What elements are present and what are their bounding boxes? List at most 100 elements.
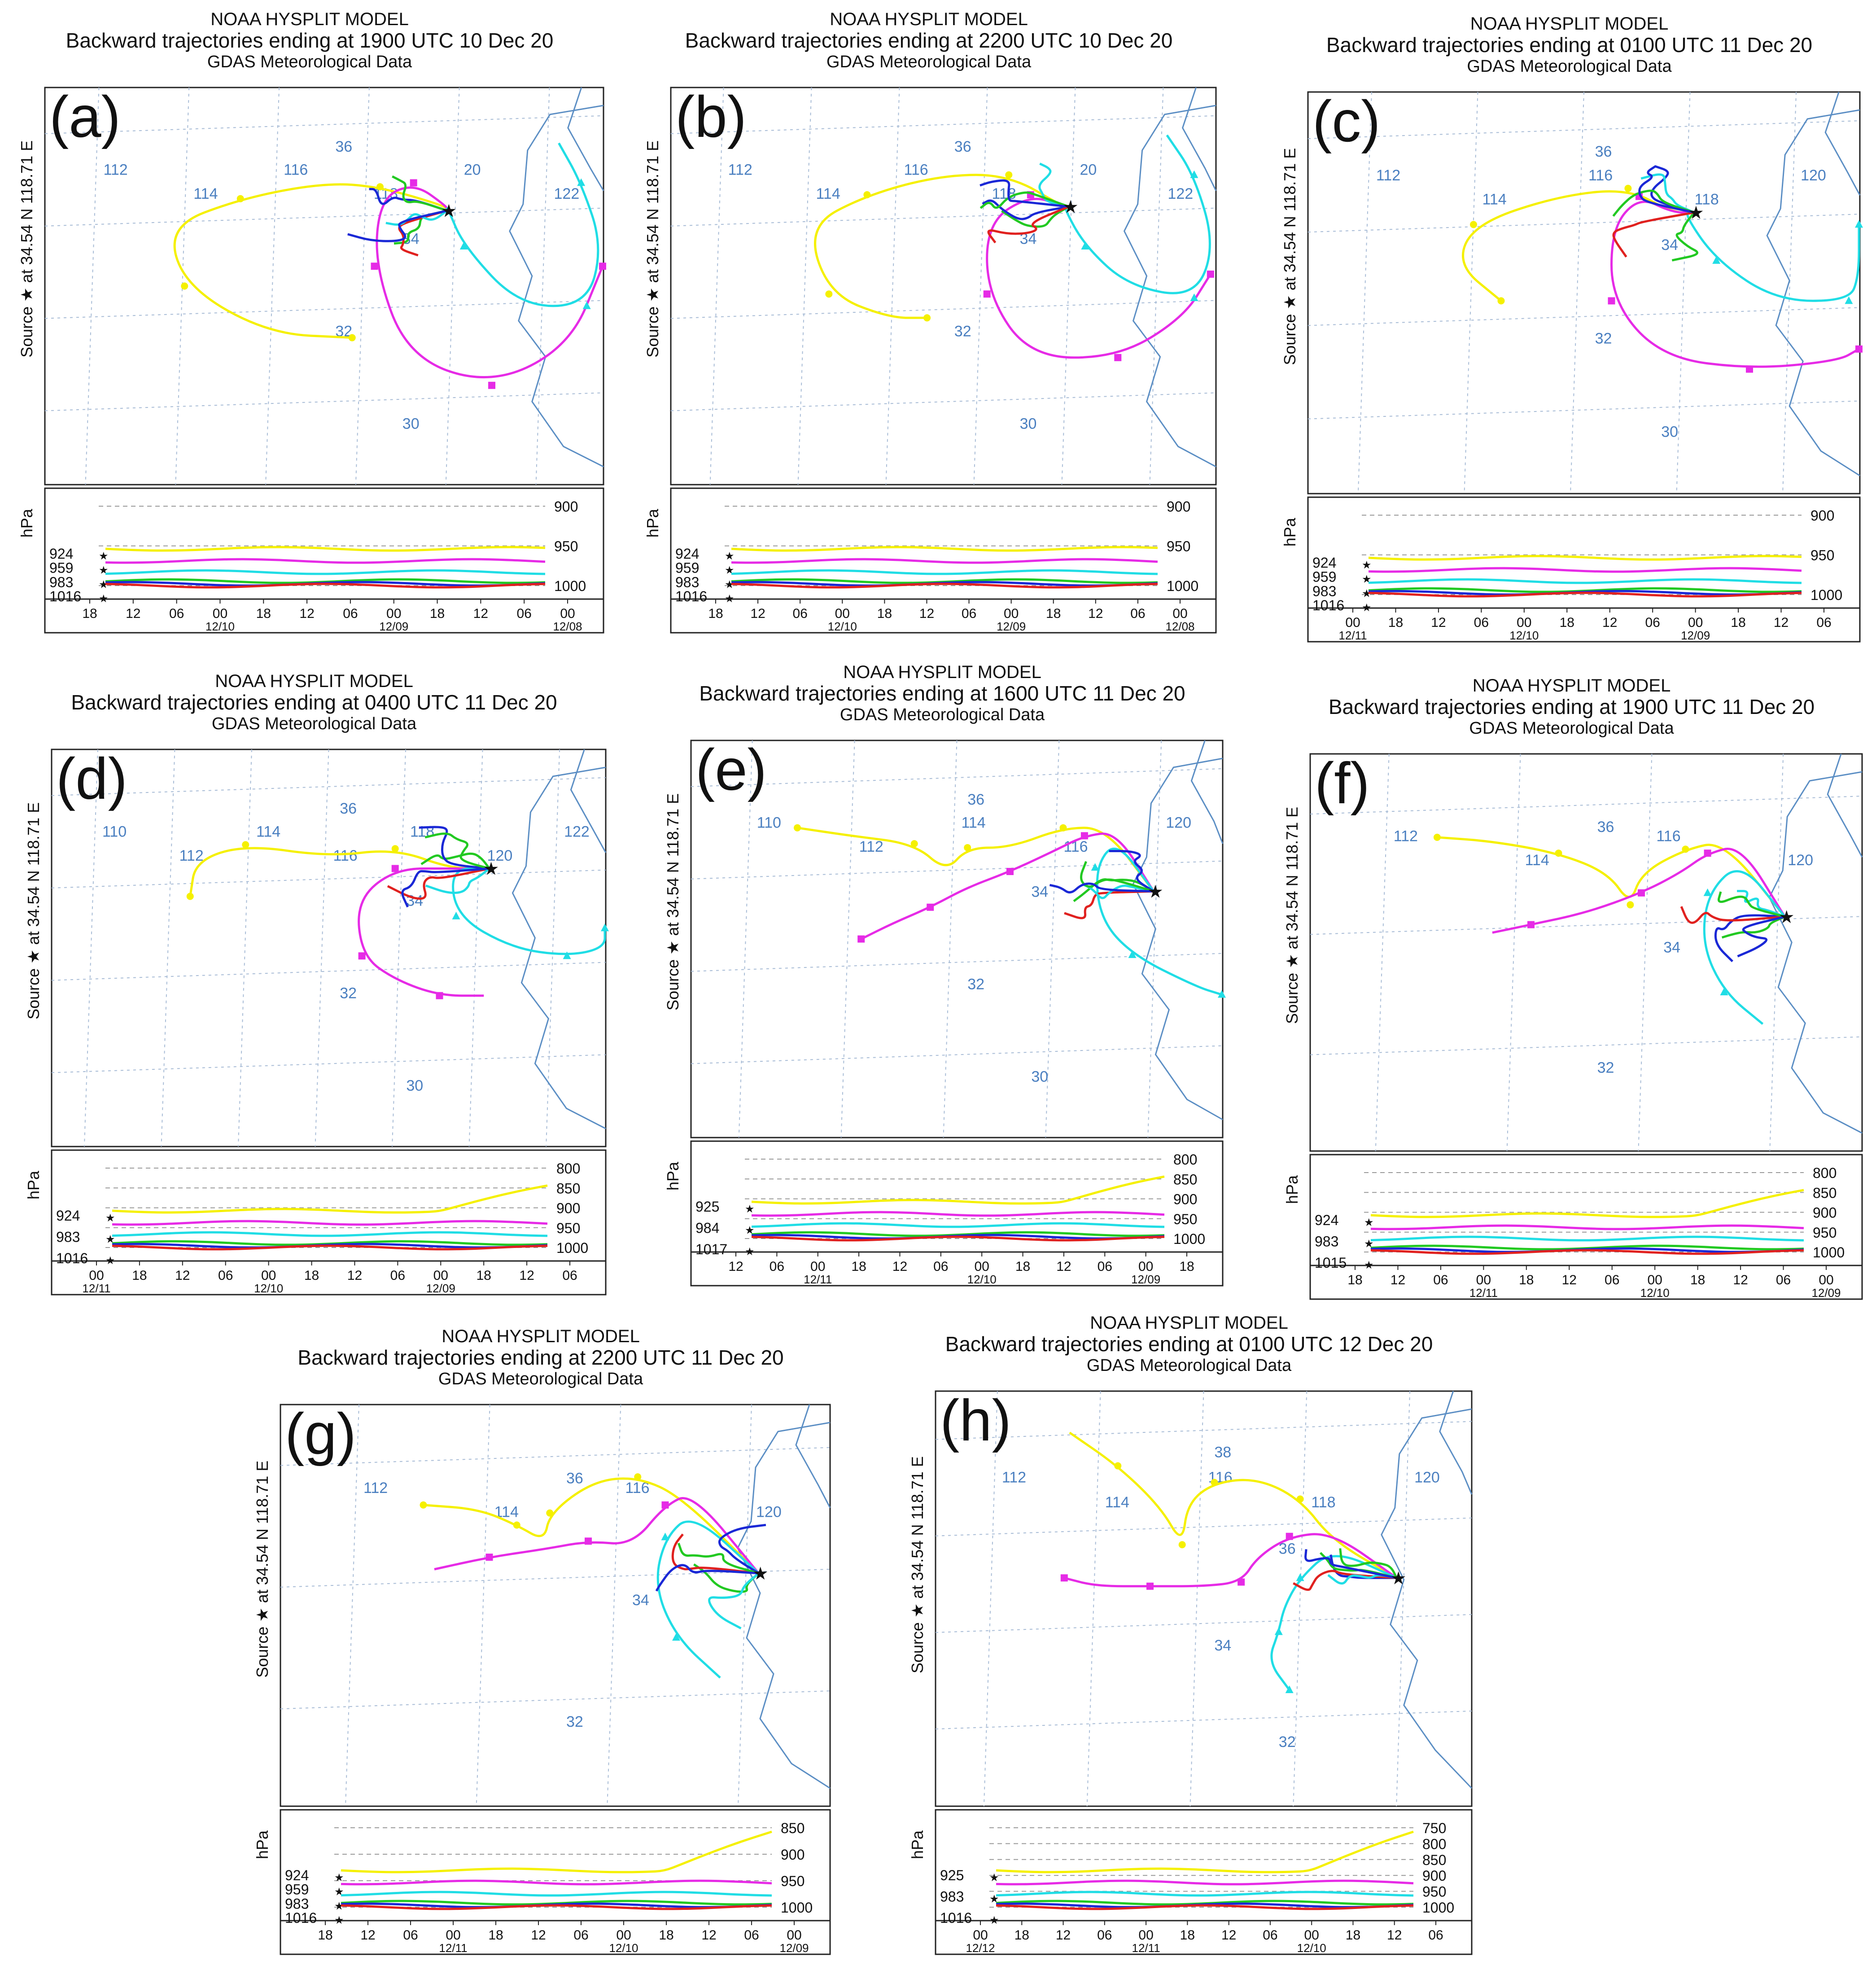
date-tick-label: 12/11 bbox=[1469, 1286, 1498, 1300]
coastline bbox=[1824, 92, 1861, 196]
time-tick-label: 12 bbox=[1431, 615, 1446, 630]
latitude-gridline bbox=[670, 115, 1216, 134]
source-star: ★ bbox=[1779, 907, 1795, 927]
model-title: NOAA HYSPLIT MODEL bbox=[215, 671, 413, 691]
start-level-star: ★ bbox=[989, 1914, 999, 1926]
yellow-trajectory-marker bbox=[863, 191, 871, 198]
magenta-trajectory-marker bbox=[599, 263, 606, 270]
time-tick-label: 00 bbox=[973, 1928, 988, 1943]
start-level-label: 924 bbox=[1315, 1212, 1338, 1228]
red-profile bbox=[1368, 591, 1802, 598]
time-tick-label: 18 bbox=[1560, 615, 1574, 630]
cyan-trajectory-marker bbox=[661, 1532, 669, 1541]
longitude-gridline bbox=[1147, 740, 1162, 1138]
longitude-label: 120 bbox=[1166, 814, 1191, 832]
time-tick-label: 18 bbox=[851, 1259, 866, 1274]
longitude-gridline bbox=[1396, 1391, 1411, 1807]
longitude-label: 20 bbox=[464, 162, 481, 179]
yellow-trajectory-marker bbox=[391, 845, 399, 853]
time-tick-label: 12 bbox=[519, 1268, 534, 1283]
map-frame bbox=[690, 740, 1224, 1138]
cyan-profile bbox=[105, 569, 546, 575]
pressure-level-label: 800 bbox=[1813, 1165, 1837, 1181]
start-level-label: 959 bbox=[1312, 569, 1336, 585]
date-tick-label: 12/12 bbox=[966, 1941, 995, 1955]
red-trajectory bbox=[671, 1533, 759, 1575]
longitude-label: 110 bbox=[757, 814, 781, 832]
pressure-level-label: 850 bbox=[1173, 1171, 1197, 1187]
pressure-level-label: 900 bbox=[556, 1200, 580, 1217]
time-tick-label: 18 bbox=[1690, 1273, 1705, 1287]
start-level-label: 983 bbox=[49, 574, 73, 590]
longitude-gridline bbox=[1357, 92, 1372, 494]
start-level-label: 1016 bbox=[940, 1910, 972, 1926]
yellow-trajectory-marker bbox=[1114, 1462, 1122, 1470]
coastline bbox=[1123, 105, 1216, 468]
time-tick-label: 06 bbox=[1645, 615, 1660, 630]
cyan-trajectory-marker bbox=[1296, 1573, 1304, 1581]
source-star: ★ bbox=[1688, 203, 1704, 223]
start-level-label: 959 bbox=[675, 560, 699, 576]
time-tick-label: 00 bbox=[835, 606, 850, 621]
red-trajectory bbox=[387, 867, 490, 900]
magenta-trajectory-marker bbox=[410, 179, 417, 187]
green-local-trajectory bbox=[424, 832, 490, 870]
time-tick-label: 18 bbox=[708, 606, 723, 621]
date-tick-label: 12/10 bbox=[1640, 1286, 1670, 1300]
yellow-trajectory-marker bbox=[923, 314, 931, 322]
panel-letter: (h) bbox=[940, 1388, 1011, 1453]
longitude-gridline bbox=[85, 87, 100, 485]
source-star: ★ bbox=[1391, 1568, 1407, 1588]
time-tick-label: 00 bbox=[1476, 1273, 1491, 1287]
latitude-label: 32 bbox=[1279, 1734, 1296, 1751]
magenta-trajectory-marker bbox=[1527, 921, 1535, 928]
start-level-star: ★ bbox=[105, 1255, 115, 1267]
magenta-trajectory bbox=[434, 1497, 760, 1574]
date-tick-label: 12/08 bbox=[1165, 620, 1194, 633]
green-local-trajectory bbox=[677, 1542, 759, 1575]
latitude-label: 36 bbox=[967, 791, 984, 808]
date-tick-label: 12/10 bbox=[828, 620, 857, 633]
red-profile bbox=[112, 1244, 548, 1251]
magenta-trajectory-marker bbox=[1238, 1578, 1245, 1586]
cyan-profile bbox=[341, 1891, 772, 1897]
latitude-label: 34 bbox=[1661, 236, 1678, 254]
start-level-label: 924 bbox=[56, 1208, 80, 1224]
pressure-level-label: 950 bbox=[556, 1220, 580, 1236]
panel-a: NOAA HYSPLIT MODEL Backward trajectories… bbox=[7, 9, 612, 637]
latitude-label: 36 bbox=[566, 1470, 583, 1487]
source-label: Source ★ at 34.54 N 118.71 E bbox=[664, 793, 682, 1011]
longitude-label: 118 bbox=[992, 185, 1016, 202]
latitude-label: 32 bbox=[967, 976, 984, 993]
red-trajectory bbox=[1064, 890, 1154, 919]
time-tick-label: 12 bbox=[892, 1259, 907, 1274]
magenta-profile bbox=[341, 1879, 772, 1886]
source-star: ★ bbox=[752, 1564, 769, 1584]
date-tick-label: 12/11 bbox=[804, 1273, 832, 1286]
pressure-level-label: 1000 bbox=[556, 1240, 588, 1256]
model-title: NOAA HYSPLIT MODEL bbox=[843, 662, 1041, 682]
red-profile bbox=[1370, 1249, 1804, 1255]
time-tick-label: 18 bbox=[256, 606, 271, 621]
yellow-trajectory-marker bbox=[1470, 221, 1477, 228]
magenta-trajectory-marker bbox=[485, 1554, 493, 1561]
start-level-label: 983 bbox=[1315, 1234, 1338, 1250]
green-trajectory bbox=[1671, 211, 1698, 262]
red-trajectory bbox=[1293, 1570, 1397, 1591]
coastline bbox=[1381, 1408, 1473, 1789]
time-tick-label: 18 bbox=[304, 1268, 319, 1283]
longitude-label: 20 bbox=[1080, 162, 1097, 179]
date-tick-label: 12/10 bbox=[967, 1273, 997, 1286]
longitude-label: 112 bbox=[728, 162, 752, 179]
red-profile bbox=[751, 1235, 1165, 1242]
cyan-trajectory bbox=[1096, 848, 1222, 996]
time-tick-label: 06 bbox=[792, 606, 807, 621]
coastline bbox=[509, 105, 604, 468]
model-title: NOAA HYSPLIT MODEL bbox=[210, 9, 409, 29]
yellow-trajectory-marker bbox=[181, 282, 188, 290]
time-tick-label: 18 bbox=[488, 1928, 503, 1943]
longitude-gridline bbox=[476, 1404, 490, 1807]
time-tick-label: 12 bbox=[701, 1928, 716, 1943]
longitude-gridline bbox=[392, 749, 407, 1147]
longitude-gridline bbox=[738, 740, 753, 1138]
